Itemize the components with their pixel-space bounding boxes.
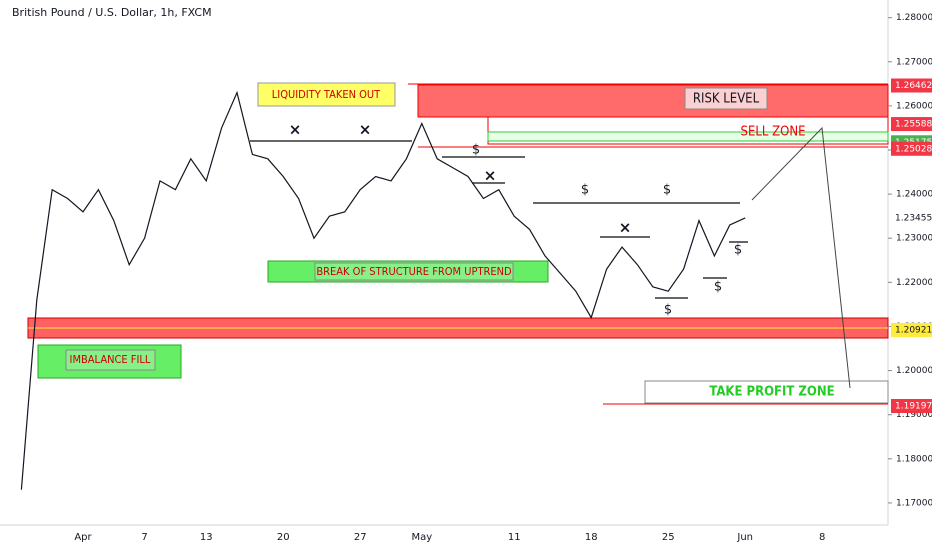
cross-marker: × <box>619 219 632 237</box>
imbalance-label: IMBALANCE FILL <box>70 353 151 366</box>
x-tick-label: May <box>411 532 432 543</box>
y-tick-label: 1.18000 <box>896 454 932 464</box>
price-label-box <box>891 117 932 132</box>
cross-marker: × <box>289 121 302 139</box>
x-tick-label: 20 <box>277 532 290 543</box>
price-label: 1.20921 <box>895 325 932 335</box>
liquidity-label: LIQUIDITY TAKEN OUT <box>272 88 381 101</box>
bos-label-box <box>314 262 514 281</box>
y-tick-label: 1.26000 <box>896 101 932 111</box>
chart-title: British Pound / U.S. Dollar, 1h, FXCM <box>12 6 212 19</box>
liquidity-box <box>257 82 396 107</box>
projection <box>751 126 851 389</box>
tp-label: TAKE PROFIT ZONE <box>709 385 834 400</box>
x-tick-label: 18 <box>585 532 598 543</box>
dollar-marker: $ <box>734 243 742 258</box>
x-tick-label: 11 <box>508 532 521 543</box>
price-label-box <box>891 141 932 156</box>
dollar-marker: $ <box>664 303 672 318</box>
x-tick-label: 13 <box>200 532 213 543</box>
x-tick-label: 7 <box>141 532 147 543</box>
price-label: 1.23455 <box>895 214 932 224</box>
risk-label: RISK LEVEL <box>693 92 760 107</box>
dollar-marker: $ <box>714 280 722 295</box>
price-line <box>20 90 746 490</box>
y-tick-label: 1.24000 <box>896 190 932 200</box>
imbalance-label-box <box>65 349 156 371</box>
y-tick-label: 1.19000 <box>896 410 932 420</box>
tp-box <box>644 380 889 404</box>
y-tick-label: 1.27000 <box>896 57 932 67</box>
price-label: 1.25588 <box>895 120 932 130</box>
price-label: 1.19197 <box>895 402 932 412</box>
x-tick-label: 25 <box>662 532 675 543</box>
dollar-marker: $ <box>663 183 671 198</box>
y-tick-label: 1.22000 <box>896 278 932 288</box>
y-tick-label: 1.23000 <box>896 234 932 244</box>
sell-zone-inner <box>487 131 889 142</box>
dollar-marker: $ <box>581 183 589 198</box>
price-label-box <box>891 78 932 93</box>
risk-zone <box>417 84 889 118</box>
price-label-box <box>891 399 932 414</box>
x-tick-label: 27 <box>354 532 367 543</box>
price-label-box <box>891 211 932 226</box>
price-label-box <box>891 322 932 337</box>
x-tick-label: Apr <box>74 532 92 543</box>
cross-marker: × <box>484 167 497 185</box>
bos-label: BREAK OF STRUCTURE FROM UPTREND <box>316 265 512 278</box>
y-tick-label: 1.17000 <box>896 498 932 508</box>
x-tick-label: Jun <box>736 532 753 543</box>
structure-lines <box>250 140 748 299</box>
y-tick-label: 1.20000 <box>896 366 932 376</box>
x-tick-label: 8 <box>819 532 825 543</box>
cross-marker: × <box>359 121 372 139</box>
sell-label: SELL ZONE <box>741 125 806 140</box>
y-tick-label: 1.28000 <box>896 13 932 23</box>
dollar-marker: $ <box>472 143 480 158</box>
risk-label-box <box>684 87 768 110</box>
price-label: 1.26462 <box>895 81 932 91</box>
price-label: 1.25028 <box>895 144 932 154</box>
